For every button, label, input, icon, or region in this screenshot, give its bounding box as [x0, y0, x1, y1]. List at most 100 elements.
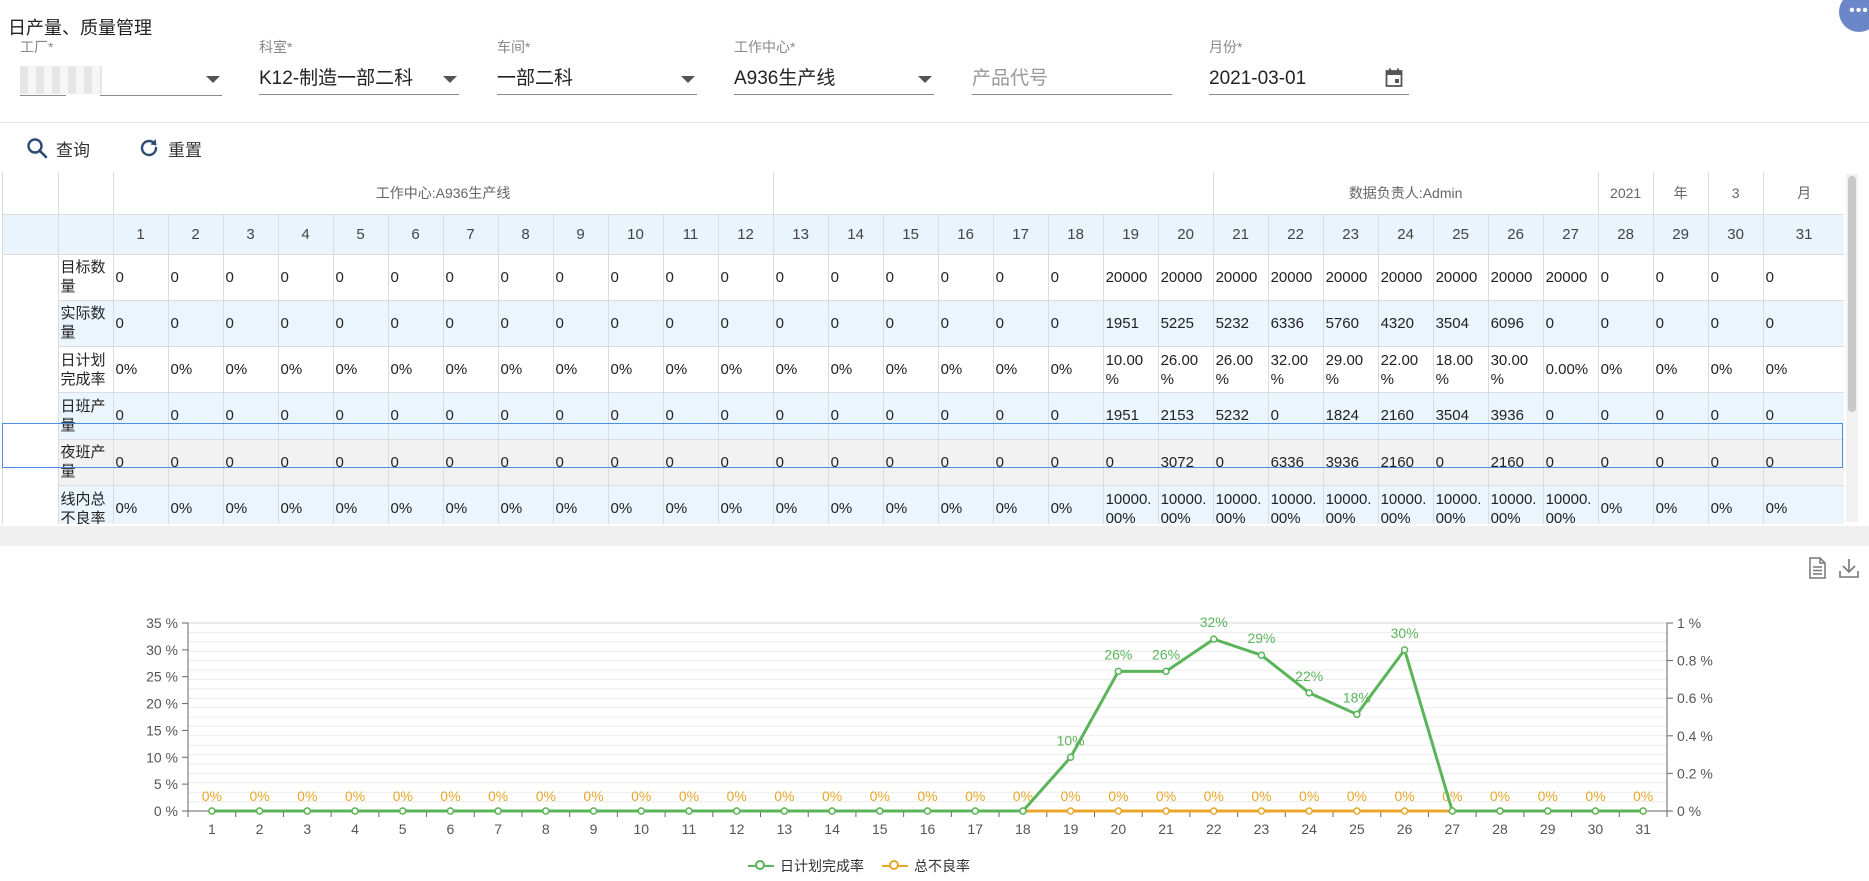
table-cell[interactable]: 0%: [773, 346, 829, 394]
table-cell[interactable]: 0: [1268, 392, 1324, 440]
table-cell[interactable]: 32.00 %: [1268, 346, 1324, 394]
table-cell[interactable]: 0: [1048, 439, 1104, 486]
table-cell[interactable]: 0%: [223, 346, 279, 394]
table-cell[interactable]: 0: [828, 300, 884, 348]
table-cell[interactable]: 0: [1543, 300, 1599, 348]
table-row[interactable]: 线内总 不良率 0% 0% 0% 0% 0% 0% 0% 0% 0% 0% 0% 0% 0% 0% 0% 0% 0…: [3, 485, 1844, 524]
table-cell[interactable]: 10000. 00%: [1213, 485, 1269, 524]
table-cell[interactable]: 0%: [883, 346, 939, 394]
table-cell[interactable]: 0%: [553, 485, 609, 524]
table-cell[interactable]: 0%: [608, 485, 664, 524]
table-cell[interactable]: 0: [1653, 439, 1709, 486]
table-cell[interactable]: 20000: [1268, 254, 1324, 301]
table-cell[interactable]: 0%: [443, 346, 499, 394]
table-cell[interactable]: 0%: [663, 346, 719, 394]
table-cell[interactable]: 0: [1598, 392, 1654, 440]
table-cell[interactable]: 0: [1653, 300, 1709, 348]
table-cell[interactable]: 0: [1598, 300, 1654, 348]
table-cell[interactable]: 0%: [1048, 485, 1104, 524]
table-cell[interactable]: 0: [113, 439, 169, 486]
table-cell[interactable]: 10000. 00%: [1543, 485, 1599, 524]
query-button[interactable]: 查询: [26, 132, 90, 164]
table-cell[interactable]: 0: [278, 254, 334, 301]
table-cell[interactable]: 0: [773, 439, 829, 486]
table-row[interactable]: 夜班产 量 0 0 0 0 0 0 0 0 0 0 0 0 0 0 0 0 0 0 0 3072 0 6336 3936 216…: [3, 439, 1844, 486]
table-cell[interactable]: 4320: [1378, 300, 1434, 348]
table-cell[interactable]: 3936: [1488, 392, 1544, 440]
table-cell[interactable]: 18.00 %: [1433, 346, 1489, 394]
table-cell[interactable]: 0%: [718, 346, 774, 394]
table-cell[interactable]: 0%: [1763, 485, 1844, 524]
table-cell[interactable]: 0%: [993, 346, 1049, 394]
table-cell[interactable]: 0%: [608, 346, 664, 394]
table-cell[interactable]: 0: [883, 392, 939, 440]
table-cell[interactable]: 20000: [1158, 254, 1214, 301]
table-cell[interactable]: 0: [1763, 392, 1844, 440]
product-code-input[interactable]: 产品代号: [972, 38, 1172, 96]
table-cell[interactable]: 0: [388, 300, 444, 348]
table-cell[interactable]: 0: [443, 300, 499, 348]
table-cell[interactable]: 0%: [1708, 346, 1764, 394]
table-cell[interactable]: 0: [1543, 439, 1599, 486]
table-cell[interactable]: 0%: [443, 485, 499, 524]
table-cell[interactable]: 0: [1048, 254, 1104, 301]
table-cell[interactable]: 10000. 00%: [1268, 485, 1324, 524]
table-cell[interactable]: 0: [498, 300, 554, 348]
table-cell[interactable]: 0: [333, 392, 389, 440]
table-cell[interactable]: 0: [608, 254, 664, 301]
table-cell[interactable]: 0: [993, 392, 1049, 440]
table-cell[interactable]: 0%: [1048, 346, 1104, 394]
table-cell[interactable]: 0: [553, 254, 609, 301]
table-cell[interactable]: 3504: [1433, 392, 1489, 440]
section-select[interactable]: 科室* K12-制造一部二科: [259, 38, 459, 96]
table-cell[interactable]: 0%: [828, 485, 884, 524]
table-cell[interactable]: 26.00 %: [1213, 346, 1269, 394]
table-cell[interactable]: 0: [608, 300, 664, 348]
table-cell[interactable]: 5232: [1213, 392, 1269, 440]
table-cell[interactable]: 0: [883, 300, 939, 348]
table-cell[interactable]: 0: [1708, 300, 1764, 348]
more-button[interactable]: •••: [1839, 0, 1869, 32]
table-cell[interactable]: 0: [333, 254, 389, 301]
table-cell[interactable]: 20000: [1433, 254, 1489, 301]
table-cell[interactable]: 5225: [1158, 300, 1214, 348]
table-cell[interactable]: 0: [938, 392, 994, 440]
table-cell[interactable]: 0%: [278, 485, 334, 524]
table-cell[interactable]: 0%: [1763, 346, 1844, 394]
table-cell[interactable]: 0%: [663, 485, 719, 524]
table-cell[interactable]: 0: [498, 254, 554, 301]
table-cell[interactable]: 2153: [1158, 392, 1214, 440]
reset-button[interactable]: 重置: [138, 132, 202, 164]
table-row[interactable]: 日计划 完成率 0% 0% 0% 0% 0% 0% 0% 0% 0% 0% 0% 0% 0% 0% 0% 0% 0…: [3, 346, 1844, 394]
table-cell[interactable]: 5232: [1213, 300, 1269, 348]
table-cell[interactable]: 0: [608, 392, 664, 440]
legend-item-plan[interactable]: 日计划完成率: [780, 858, 864, 874]
table-cell[interactable]: 0: [718, 439, 774, 486]
table-cell[interactable]: 0%: [223, 485, 279, 524]
table-cell[interactable]: 22.00 %: [1378, 346, 1434, 394]
table-cell[interactable]: 10.00 %: [1103, 346, 1159, 394]
table-cell[interactable]: 0: [223, 300, 279, 348]
table-cell[interactable]: 0: [938, 254, 994, 301]
table-cell[interactable]: 0: [1598, 439, 1654, 486]
table-cell[interactable]: 0: [443, 439, 499, 486]
data-view-icon[interactable]: [1806, 556, 1828, 580]
table-cell[interactable]: 0: [553, 300, 609, 348]
table-cell[interactable]: 0: [663, 254, 719, 301]
table-cell[interactable]: 0%: [883, 485, 939, 524]
table-cell[interactable]: 0: [168, 392, 224, 440]
table-cell[interactable]: 0: [168, 439, 224, 486]
table-cell[interactable]: 0%: [113, 485, 169, 524]
table-cell[interactable]: 10000. 00%: [1378, 485, 1434, 524]
table-cell[interactable]: 0: [1213, 439, 1269, 486]
table-cell[interactable]: 10000. 00%: [1433, 485, 1489, 524]
table-cell[interactable]: 0: [113, 300, 169, 348]
table-cell[interactable]: 0: [773, 300, 829, 348]
table-cell[interactable]: 0: [553, 392, 609, 440]
table-cell[interactable]: 0: [553, 439, 609, 486]
table-cell[interactable]: 2160: [1378, 439, 1434, 486]
table-cell[interactable]: 20000: [1378, 254, 1434, 301]
table-cell[interactable]: 2160: [1378, 392, 1434, 440]
table-cell[interactable]: 0: [168, 300, 224, 348]
table-cell[interactable]: 0%: [1653, 346, 1709, 394]
